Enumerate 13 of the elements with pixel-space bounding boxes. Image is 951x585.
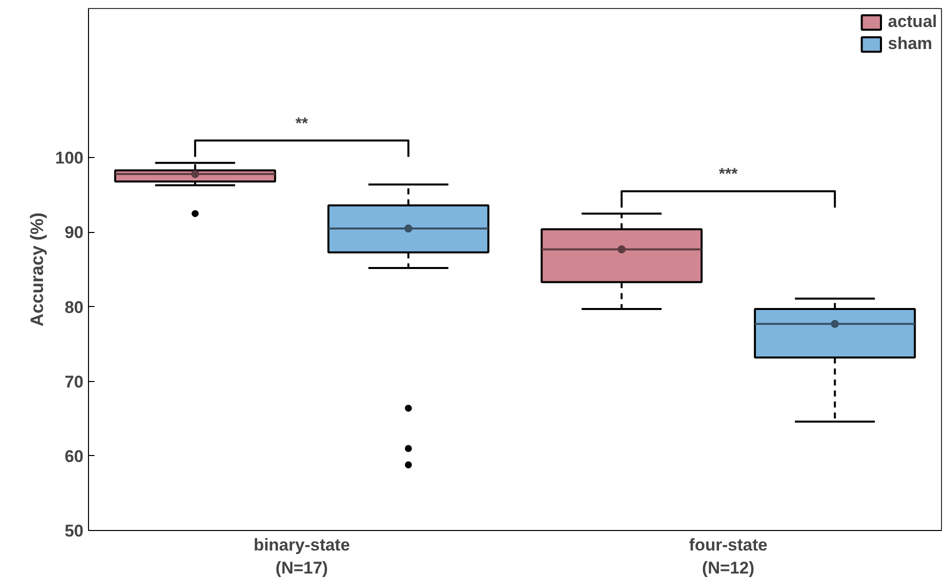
y-axis-title: Accuracy (%) <box>27 212 48 327</box>
legend-label: actual <box>888 12 937 32</box>
y-tick-label: 90 <box>64 223 84 242</box>
y-tick-label: 60 <box>64 446 84 466</box>
y-tick-label: 80 <box>64 298 84 317</box>
legend-label: sham <box>888 34 932 54</box>
y-tick-label: 50 <box>64 522 84 540</box>
x-tick-label: four-state (N=12) <box>689 536 768 578</box>
annotation: *** <box>718 166 738 184</box>
y-tick-label: 70 <box>64 372 84 392</box>
x-tick-label: binary-state (N=17) <box>254 536 350 578</box>
annotation: ** <box>296 115 309 132</box>
y-tick-label: 100 <box>55 148 84 168</box>
